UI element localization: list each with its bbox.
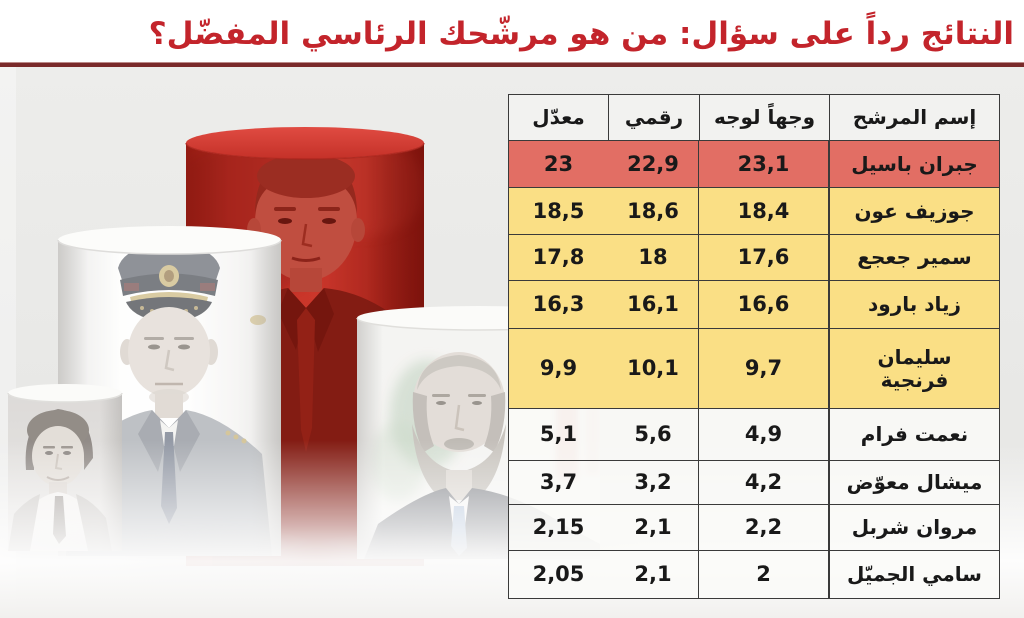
- cell-candidate-name: جوزيف عون: [829, 188, 999, 234]
- cell-digital: 3,2: [608, 461, 699, 504]
- col-header-face-to-face: وجهاً لوجه: [699, 95, 829, 140]
- cell-candidate-name: نعمت فرام: [829, 409, 999, 460]
- cell-average: 17,8: [509, 235, 608, 280]
- results-table: إسم المرشح وجهاً لوجه رقمي معدّل جبران ب…: [508, 94, 1000, 599]
- cell-face-to-face: 2: [699, 551, 829, 598]
- table-row-7: ميشال معوّض 4,2 3,2 3,7: [509, 460, 999, 504]
- title-divider: [0, 62, 1024, 67]
- title-bar: النتائج رداً على سؤال: من هو مرشّحك الرئ…: [0, 0, 1024, 62]
- cell-average: 3,7: [509, 461, 608, 504]
- cell-candidate-name: ميشال معوّض: [829, 461, 999, 504]
- cell-face-to-face: 4,9: [699, 409, 829, 460]
- cell-digital: 2,1: [608, 551, 699, 598]
- cell-digital: 10,1: [608, 329, 699, 408]
- cell-digital: 5,6: [608, 409, 699, 460]
- table-row-2: جوزيف عون 18,4 18,6 18,5: [509, 187, 999, 234]
- cell-candidate-name: سمير جعجع: [829, 235, 999, 280]
- cell-face-to-face: 17,6: [699, 235, 829, 280]
- cell-candidate-name: زياد بارود: [829, 281, 999, 328]
- col-header-candidate-name: إسم المرشح: [829, 95, 999, 140]
- page-title: النتائج رداً على سؤال: من هو مرشّحك الرئ…: [148, 16, 1015, 52]
- cell-face-to-face: 23,1: [699, 141, 829, 187]
- cell-face-to-face: 2,2: [699, 505, 829, 550]
- cell-candidate-name: سامي الجميّل: [829, 551, 999, 598]
- cell-average: 5,1: [509, 409, 608, 460]
- cell-digital: 2,1: [608, 505, 699, 550]
- table-row-9: سامي الجميّل 2 2,1 2,05: [509, 550, 999, 598]
- cell-face-to-face: 16,6: [699, 281, 829, 328]
- baroud-cylinder-top: [8, 384, 122, 402]
- cell-digital: 16,1: [608, 281, 699, 328]
- table-row-5: سليمان فرنجية 9,7 10,1 9,9: [509, 328, 999, 408]
- table-row-3: سمير جعجع 17,6 18 17,8: [509, 234, 999, 280]
- cell-average: 23: [509, 141, 608, 187]
- cell-digital: 18: [608, 235, 699, 280]
- table-row-1: جبران باسيل 23,1 22,9 23: [509, 140, 999, 187]
- cell-digital: 18,6: [608, 188, 699, 234]
- cell-candidate-name: جبران باسيل: [829, 141, 999, 187]
- cell-average: 18,5: [509, 188, 608, 234]
- cell-average: 2,05: [509, 551, 608, 598]
- cell-face-to-face: 4,2: [699, 461, 829, 504]
- table-row-8: مروان شربل 2,2 2,1 2,15: [509, 504, 999, 550]
- col-header-digital: رقمي: [608, 95, 699, 140]
- cell-digital: 22,9: [608, 141, 699, 187]
- cell-candidate-name: مروان شربل: [829, 505, 999, 550]
- table-row-6: نعمت فرام 4,9 5,6 5,1: [509, 408, 999, 460]
- cell-average: 2,15: [509, 505, 608, 550]
- col-header-average: معدّل: [509, 95, 608, 140]
- cell-face-to-face: 18,4: [699, 188, 829, 234]
- cell-average: 16,3: [509, 281, 608, 328]
- table-header-row: إسم المرشح وجهاً لوجه رقمي معدّل: [509, 95, 999, 140]
- table-row-4: زياد بارود 16,6 16,1 16,3: [509, 280, 999, 328]
- cell-candidate-name: سليمان فرنجية: [829, 329, 999, 408]
- red-cylinder-top: [186, 127, 424, 159]
- aoun-cylinder-top: [58, 226, 281, 254]
- cell-face-to-face: 9,7: [699, 329, 829, 408]
- cell-average: 9,9: [509, 329, 608, 408]
